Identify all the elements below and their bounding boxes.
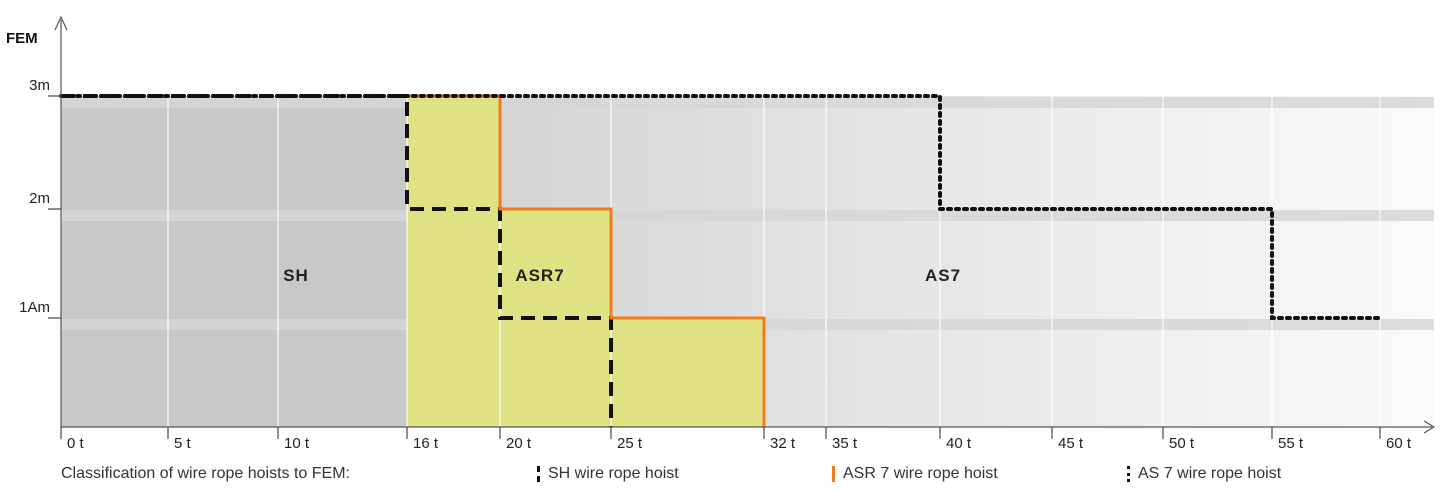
legend-item-asr7: ASR 7 wire rope hoist: [832, 465, 998, 483]
x-tick-label: 32 t: [770, 435, 796, 452]
region-label: ASR7: [515, 266, 564, 285]
y-tick-label: 2m: [29, 190, 50, 207]
grid-band-2: [61, 210, 1434, 221]
legend-label-asr7: ASR 7 wire rope hoist: [843, 465, 998, 482]
x-tick-label: 60 t: [1386, 435, 1412, 452]
region-label: SH: [283, 266, 309, 285]
x-tick-label: 20 t: [506, 435, 532, 452]
series-line-2: [59, 94, 1382, 320]
x-tick-label: 10 t: [284, 435, 310, 452]
x-axis-arrow: [1423, 420, 1436, 434]
x-tick-label: 5 t: [174, 435, 192, 452]
y-tick-label: 3m: [29, 77, 50, 94]
x-tick-label: 0 t: [67, 435, 85, 452]
y-axis-arrow: [54, 15, 68, 31]
legend-item-sh: SH wire rope hoist: [537, 465, 679, 483]
legend-caption: Classification of wire rope hoists to FE…: [61, 465, 350, 482]
grid-band-3: [61, 97, 1434, 108]
legend-item-as7: AS 7 wire rope hoist: [1127, 465, 1281, 483]
region-label: AS7: [925, 266, 961, 285]
legend-label-sh: SH wire rope hoist: [548, 465, 679, 482]
dashed-line-icon: [537, 466, 540, 482]
x-tick-label: 35 t: [832, 435, 858, 452]
region-sh: [61, 96, 407, 427]
x-tick-label: 25 t: [617, 435, 643, 452]
x-tick-label: 45 t: [1058, 435, 1084, 452]
solid-line-icon: [832, 466, 835, 482]
region-asr7-fill: [407, 96, 764, 427]
x-tick-label: 55 t: [1278, 435, 1304, 452]
x-tick-label: 40 t: [946, 435, 972, 452]
y-axis-title: FEM: [6, 30, 38, 47]
x-tick-label: 50 t: [1169, 435, 1195, 452]
legend-label-as7: AS 7 wire rope hoist: [1138, 465, 1282, 482]
fem-classification-chart: 0 t 5 t 10 t 16 t 20 t 25 t 32 t 35 t 40 t 45 t 50…: [6, 15, 1436, 452]
x-tick-label: 16 t: [413, 435, 439, 452]
y-tick-label: 1Am: [19, 299, 50, 316]
legend: Classification of wire rope hoists to FE…: [61, 465, 1431, 493]
dotted-line-icon: [1127, 466, 1130, 482]
